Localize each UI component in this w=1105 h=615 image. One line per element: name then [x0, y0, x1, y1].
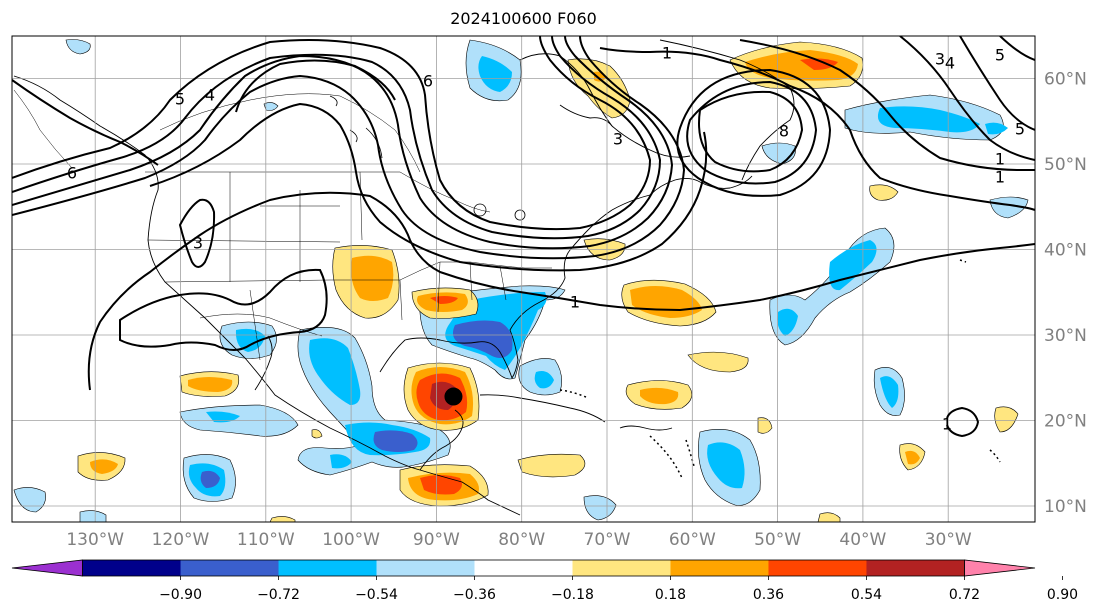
map-title: 2024100600 F060 — [450, 9, 597, 28]
colorbar-segment — [572, 560, 671, 576]
colorbar-tick-labels: −0.90 −0.72 −0.54 −0.36 −0.18 0.18 0.36 0.54 0.7… — [159, 576, 1078, 603]
colorbar-tick-label: −0.54 — [355, 587, 398, 603]
contour-lines — [12, 36, 1035, 438]
colorbar-segment — [180, 560, 280, 576]
shaded-field — [13, 39, 1029, 522]
contour-label: 6 — [423, 72, 433, 91]
latitude-labels: 60°N 50°N 40°N 30°N 20°N 10°N — [1044, 70, 1087, 518]
colorbar-segment — [768, 560, 867, 576]
contour-label: 6 — [67, 164, 77, 183]
coastlines — [13, 39, 1001, 516]
contour-label: 4 — [205, 86, 215, 105]
colorbar-tick-label: −0.36 — [453, 587, 496, 603]
latitude-label: 10°N — [1044, 497, 1087, 517]
contour-label: 5 — [1015, 120, 1025, 139]
colorbar-segment — [866, 560, 965, 576]
latitude-label: 40°N — [1044, 241, 1087, 261]
longitude-label: 70°W — [584, 530, 631, 550]
longitude-label: 60°W — [669, 530, 716, 550]
contour-label: 4 — [945, 54, 955, 73]
map-frame — [11, 35, 1036, 523]
colorbar-tick-label: −0.72 — [257, 587, 300, 603]
contour-label: 3 — [193, 234, 203, 253]
colorbar-segment — [474, 560, 573, 576]
longitude-label: 120°W — [152, 530, 210, 550]
contour-label: 1 — [995, 150, 1005, 169]
contour-label: 3 — [613, 130, 623, 149]
contour-label: 1 — [662, 44, 672, 63]
colorbar-tick-label: −0.18 — [551, 587, 594, 603]
colorbar-tick-label: −0.90 — [159, 587, 202, 603]
contour-label: 1 — [995, 168, 1005, 187]
longitude-label: 80°W — [498, 530, 545, 550]
colorbar-tick-label: 0.90 — [1047, 587, 1078, 603]
contour-label: 1 — [942, 415, 952, 434]
latitude-label: 60°N — [1044, 70, 1087, 90]
latitude-label: 30°N — [1044, 326, 1087, 346]
latitude-label: 20°N — [1044, 412, 1087, 432]
contour-label: 8 — [779, 122, 789, 141]
storm-center-marker — [444, 387, 463, 406]
colorbar-segment — [82, 560, 182, 576]
contour-label: 5 — [175, 90, 185, 109]
colorbar-tick-label: 0.54 — [851, 587, 882, 603]
contour-label: 1 — [570, 293, 580, 312]
colorbar-tick-label: 0.36 — [753, 587, 784, 603]
longitude-label: 130°W — [66, 530, 124, 550]
colorbar-tick-label: 0.72 — [949, 587, 980, 603]
longitude-label: 40°W — [839, 530, 886, 550]
longitude-label: 100°W — [322, 530, 380, 550]
longitude-labels: 130°W 120°W 110°W 100°W 90°W 80°W 70°W 60°W 50°W… — [66, 530, 972, 550]
colorbar-segment — [278, 560, 378, 576]
colorbar-extend-min — [11, 559, 83, 577]
longitude-label: 50°W — [754, 530, 801, 550]
latitude-label: 50°N — [1044, 155, 1087, 175]
longitude-label: 30°W — [925, 530, 972, 550]
colorbar-tick-label: 0.18 — [655, 587, 686, 603]
colorbar — [11, 559, 1036, 577]
colorbar-segment — [670, 560, 769, 576]
colorbar-segment — [376, 560, 476, 576]
contour-label: 3 — [935, 50, 945, 69]
contour-label: 5 — [995, 46, 1005, 65]
longitude-label: 110°W — [237, 530, 295, 550]
longitude-label: 90°W — [413, 530, 460, 550]
colorbar-extend-max — [964, 559, 1036, 577]
